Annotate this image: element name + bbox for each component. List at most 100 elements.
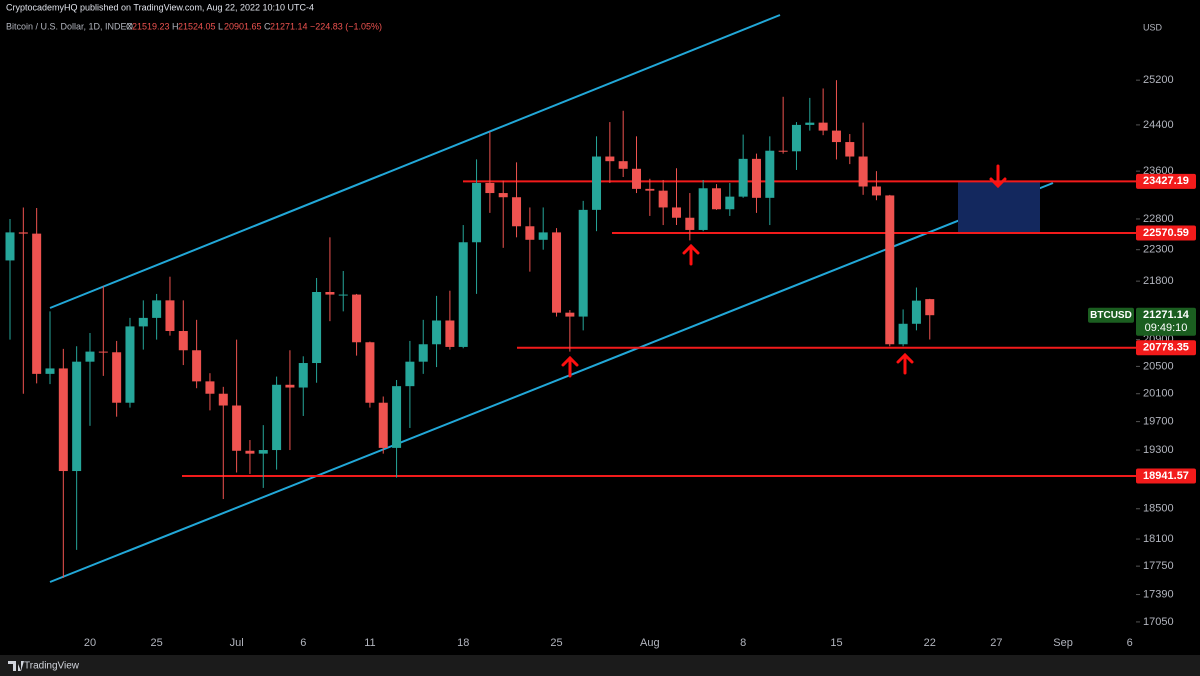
candle-body <box>898 323 908 345</box>
ticker: BTCUSD <box>1090 310 1132 321</box>
x-tick-label: 25 <box>550 637 562 649</box>
candle-body <box>618 161 628 169</box>
candle-body <box>18 232 28 234</box>
footer-bar <box>0 655 1200 676</box>
candle-body <box>178 331 188 351</box>
arrow-up <box>682 243 700 266</box>
brand: TradingView <box>24 661 80 672</box>
candle-body <box>458 242 468 347</box>
candle-body <box>205 381 215 394</box>
y-tick-label: 21800 <box>1143 275 1174 287</box>
candle-body <box>751 158 761 198</box>
header-text: H <box>172 21 179 31</box>
candle-body <box>685 217 695 230</box>
candle-body <box>112 352 122 403</box>
candle-body <box>911 300 921 324</box>
x-tick-label: Sep <box>1053 637 1073 649</box>
candle-body <box>698 188 708 230</box>
level-label: 23427.19 <box>1143 175 1189 187</box>
x-tick-label: 15 <box>830 637 842 649</box>
header-text: −224.83 (−1.05%) <box>310 21 382 31</box>
candle-body <box>285 384 295 388</box>
candle-body <box>592 156 602 210</box>
candle-body <box>85 351 95 362</box>
candle-body <box>352 294 362 343</box>
y-tick-label: 17750 <box>1143 560 1174 572</box>
candle-body <box>272 384 282 451</box>
candle-body <box>805 122 815 125</box>
candle-body <box>871 186 881 196</box>
candle-body <box>725 196 735 210</box>
countdown: 09:49:10 <box>1145 322 1188 334</box>
header-text: 20901.65 <box>224 21 262 31</box>
candle-body <box>312 292 322 364</box>
header-text: O <box>126 21 133 31</box>
header-text: Bitcoin / U.S. Dollar, 1D, INDEX <box>6 21 133 31</box>
arrow-up <box>896 352 914 375</box>
candle-body <box>658 190 668 208</box>
candle-body <box>5 232 15 261</box>
candle-body <box>818 122 828 131</box>
publisher: CryptocademyHQ published on TradingView.… <box>6 2 314 12</box>
candle-body <box>445 320 455 347</box>
candle-body <box>565 312 575 317</box>
level-label: 22570.59 <box>1143 227 1189 239</box>
channel-upper <box>49 14 781 309</box>
level-label-box <box>1136 340 1196 356</box>
candle-body <box>125 326 135 403</box>
candle-body <box>192 350 202 382</box>
currency: USD <box>1143 22 1163 32</box>
x-tick-label: 11 <box>364 637 375 649</box>
header-text: 21524.05 <box>178 21 216 31</box>
level-label-box <box>1136 468 1196 484</box>
y-tick-label: 18100 <box>1143 533 1174 545</box>
x-tick-label: 27 <box>990 637 1002 649</box>
x-tick-label: 6 <box>300 637 306 649</box>
level-label: 18941.57 <box>1143 470 1189 482</box>
last-price: 21271.14 <box>1143 309 1190 321</box>
ohlc-header: Bitcoin / U.S. Dollar, 1D, INDEXO21519.2… <box>6 21 382 31</box>
x-tick-label: 6 <box>1127 637 1133 649</box>
candle-body <box>885 195 895 345</box>
candle-body <box>512 197 522 227</box>
candle-body <box>672 207 681 218</box>
candle-body <box>232 405 242 451</box>
candle-body <box>32 233 42 374</box>
x-tick-label: 20 <box>84 637 96 649</box>
x-tick-label: 8 <box>740 637 746 649</box>
candle-body <box>605 156 615 162</box>
candle-body <box>498 193 508 198</box>
arrow-up <box>561 355 579 378</box>
x-tick-label: 18 <box>457 637 469 649</box>
candle-body <box>72 361 82 472</box>
candle-body <box>525 226 535 240</box>
level-label: 20778.35 <box>1143 342 1189 354</box>
level-label-box <box>1136 173 1196 189</box>
candle-body <box>831 130 841 143</box>
candle-body <box>738 158 748 197</box>
x-tick-label: Aug <box>640 637 660 649</box>
y-tick-label: 18500 <box>1143 503 1174 515</box>
zone-box <box>958 182 1040 232</box>
candle-body <box>98 351 108 353</box>
candle-body <box>858 156 868 187</box>
brand-logo <box>8 661 24 671</box>
candle-body <box>418 344 428 362</box>
candle-body <box>711 188 721 210</box>
candle-body <box>778 150 788 152</box>
candle-body <box>58 368 68 472</box>
candle-body <box>45 368 55 374</box>
candle-body <box>138 317 148 327</box>
y-tick-label: 22800 <box>1143 213 1174 225</box>
y-tick-label: 17050 <box>1143 616 1174 628</box>
x-tick-label: Jul <box>230 637 244 649</box>
candle-body <box>338 294 348 296</box>
candle-body <box>432 320 442 345</box>
candle-body <box>165 300 175 332</box>
candle-body <box>791 124 801 152</box>
y-tick-label: 22300 <box>1143 244 1174 256</box>
candle-body <box>258 450 268 454</box>
x-tick-label: 25 <box>151 637 163 649</box>
